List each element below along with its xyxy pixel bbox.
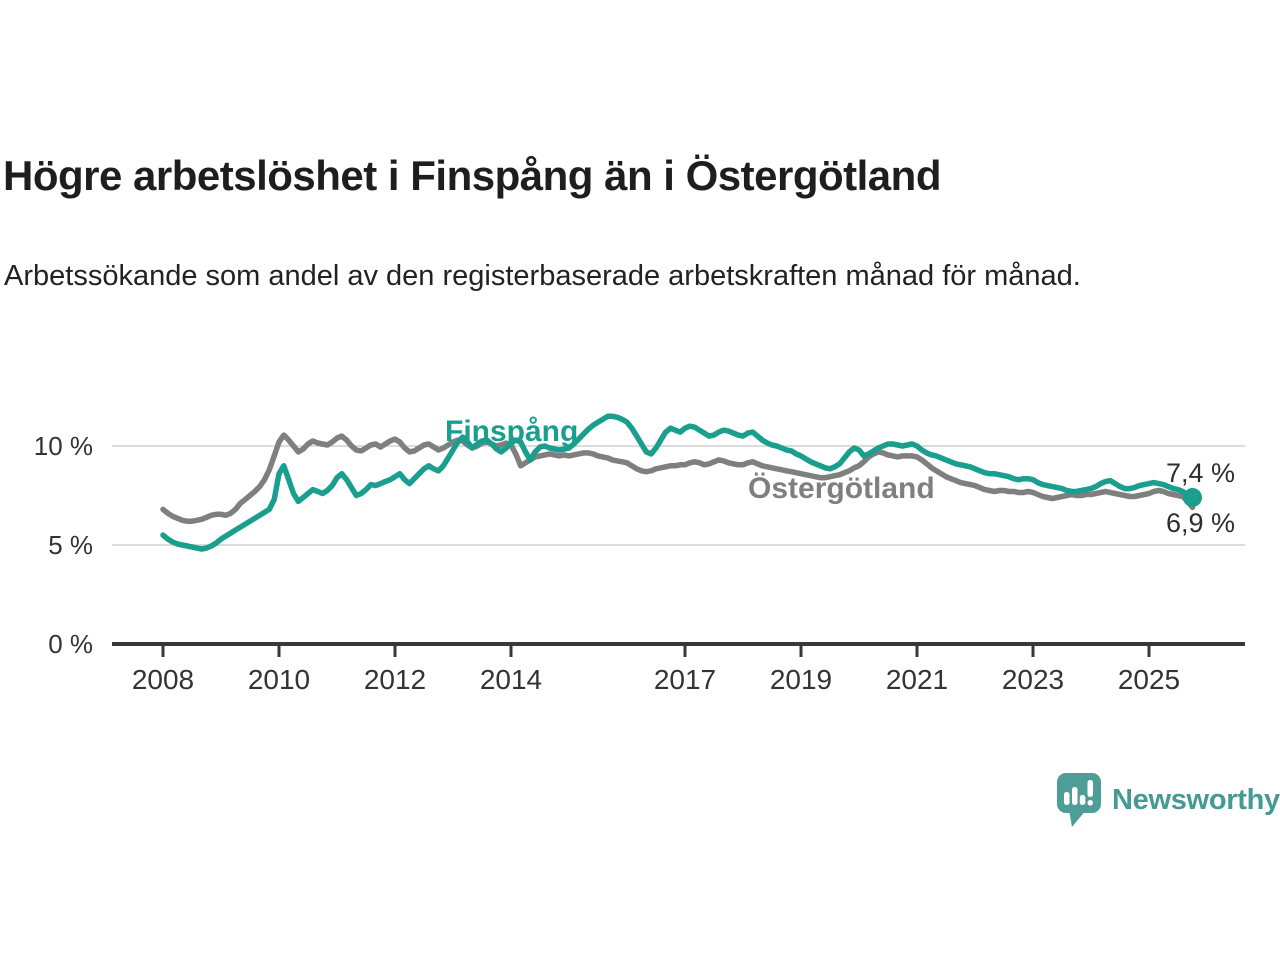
newsworthy-logo-icon xyxy=(1057,773,1101,827)
x-axis-tick-label: 2008 xyxy=(132,664,194,695)
series-end-dot-finspang xyxy=(1183,487,1202,507)
newsworthy-logo: Newsworthy xyxy=(1056,772,1280,828)
y-axis-tick-label: 10 % xyxy=(34,431,93,461)
series-label-ostergotland: Östergötland xyxy=(748,472,935,505)
x-axis-tick-label: 2017 xyxy=(654,664,716,695)
chart-title: Högre arbetslöshet i Finspång än i Öster… xyxy=(3,152,941,199)
chart-subtitle: Arbetssökande som andel av den registerb… xyxy=(4,260,1081,292)
x-axis-tick-label: 2025 xyxy=(1118,664,1180,695)
end-value-label-ostergotland: 6,9 % xyxy=(1166,508,1235,538)
series-line-finspang xyxy=(160,413,1196,552)
y-axis-tick-label: 0 % xyxy=(48,629,93,659)
series-label-finspang: Finspång xyxy=(445,415,578,448)
x-axis-tick-label: 2023 xyxy=(1002,664,1064,695)
y-axis-tick-label: 5 % xyxy=(48,530,93,560)
x-axis-tick-label: 2010 xyxy=(248,664,310,695)
end-value-label-finspang: 7,4 % xyxy=(1166,458,1235,488)
x-axis-tick-label: 2012 xyxy=(364,664,426,695)
x-axis-tick-label: 2014 xyxy=(480,664,542,695)
newsworthy-wordmark: Newsworthy xyxy=(1112,783,1280,816)
series-line-ostergotland xyxy=(160,432,1196,524)
x-axis-tick-label: 2019 xyxy=(770,664,832,695)
x-axis-tick-label: 2021 xyxy=(886,664,948,695)
